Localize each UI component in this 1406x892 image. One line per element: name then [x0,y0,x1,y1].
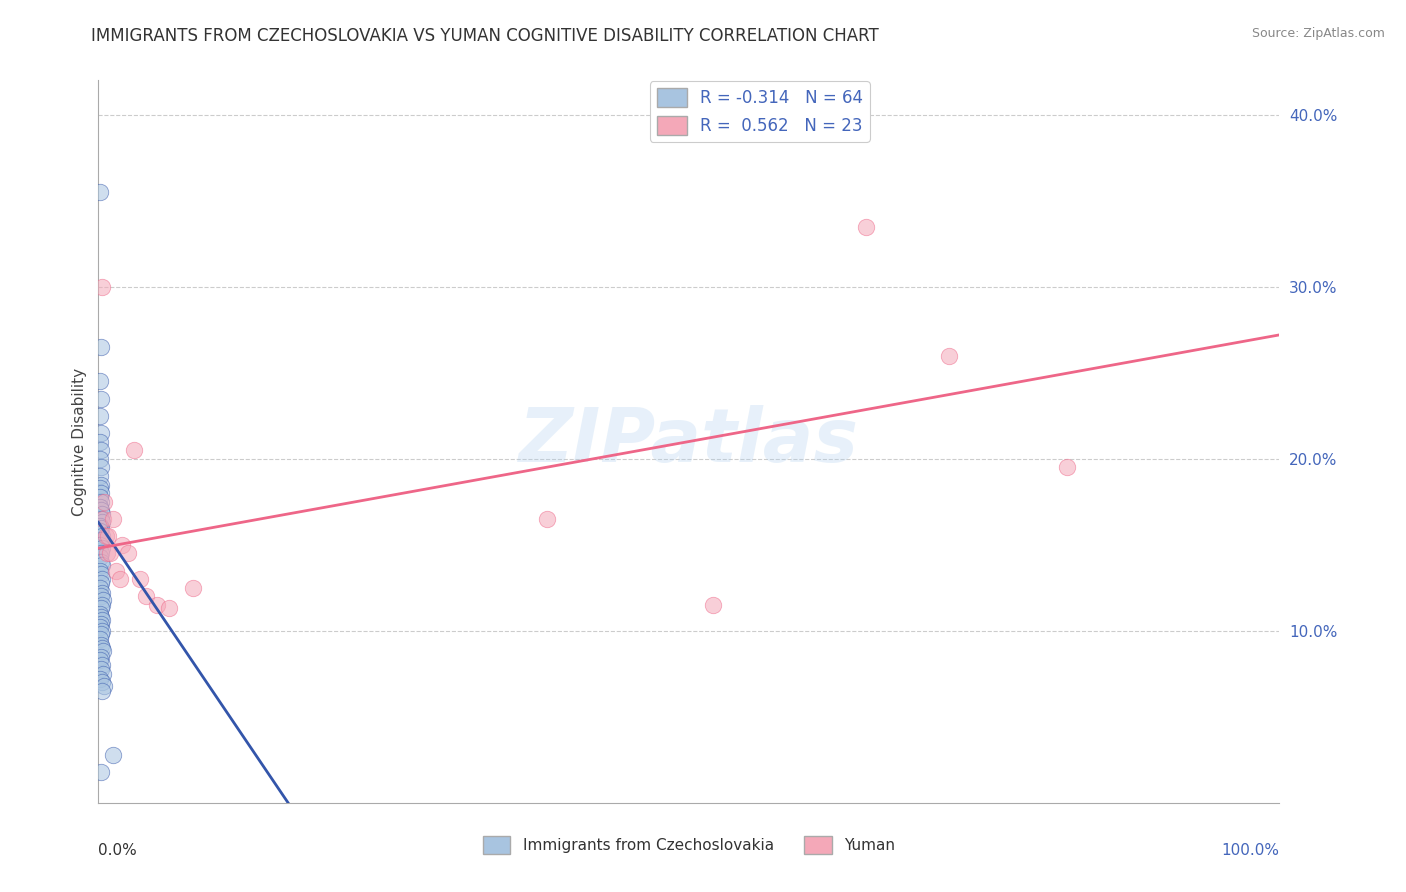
Point [90,616,112,631]
Legend: Immigrants from Czechoslovakia, Yuman: Immigrants from Czechoslovakia, Yuman [477,830,901,860]
Point [111,538,134,552]
Point [98,546,121,560]
Point [89,581,111,595]
Point [89,607,111,621]
Point [89,653,111,667]
Point [89,549,111,564]
Point [105,564,128,578]
Point [90,425,112,440]
Point [89,672,111,686]
Text: ZIPatlas: ZIPatlas [519,405,859,478]
Point [91,529,114,543]
Point [97,529,120,543]
Text: 0.0%: 0.0% [98,843,138,857]
Point [89,409,111,423]
Point [91,572,114,586]
Point [94,529,117,543]
Text: 100.0%: 100.0% [1222,843,1279,857]
Point [89,564,111,578]
Point [89,481,111,495]
Point [91,640,114,655]
Point [91,512,114,526]
Point [536,512,558,526]
Point [90,764,112,779]
Point [90,486,112,500]
Point [855,219,877,234]
Point [91,541,114,556]
Point [93,679,115,693]
Point [90,662,112,676]
Point [91,675,114,690]
Point [90,575,112,590]
Point [101,747,124,762]
Point [90,460,112,475]
Point [122,443,145,458]
Point [90,533,112,547]
Point [90,567,112,582]
Point [89,538,111,552]
Point [91,684,114,698]
Point [90,649,112,664]
Point [90,601,112,615]
Point [89,632,111,647]
Point [90,477,112,491]
Point [89,375,111,389]
Point [90,520,112,534]
Point [89,434,111,449]
Point [93,494,115,508]
Point [117,546,139,560]
Point [90,503,112,517]
Point [90,638,112,652]
Point [90,590,112,604]
Point [89,451,111,466]
Point [90,610,112,624]
Point [89,185,111,199]
Point [108,572,131,586]
Point [91,666,114,681]
Point [89,524,111,538]
Y-axis label: Cognitive Disability: Cognitive Disability [72,368,87,516]
Point [91,558,114,573]
Point [91,586,114,600]
Point [91,598,114,612]
Point [90,340,112,354]
Text: IMMIGRANTS FROM CZECHOSLOVAKIA VS YUMAN COGNITIVE DISABILITY CORRELATION CHART: IMMIGRANTS FROM CZECHOSLOVAKIA VS YUMAN … [91,27,879,45]
Point [146,598,169,612]
Point [90,546,112,560]
Point [89,620,111,634]
Point [89,490,111,504]
Point [101,512,124,526]
Point [91,658,114,673]
Point [90,392,112,406]
Point [91,507,114,521]
Point [128,572,150,586]
Point [91,516,114,530]
Point [90,512,112,526]
Point [91,592,114,607]
Text: Source: ZipAtlas.com: Source: ZipAtlas.com [1251,27,1385,40]
Point [89,519,111,533]
Point [938,349,960,363]
Point [90,494,112,508]
Point [157,601,180,615]
Point [702,598,724,612]
Point [135,590,157,604]
Point [181,581,204,595]
Point [96,546,118,560]
Point [90,627,112,641]
Point [90,555,112,569]
Point [91,614,114,628]
Point [89,469,111,483]
Point [90,443,112,458]
Point [1056,460,1078,475]
Point [91,279,114,293]
Point [89,500,111,514]
Point [91,624,114,638]
Point [91,644,114,658]
